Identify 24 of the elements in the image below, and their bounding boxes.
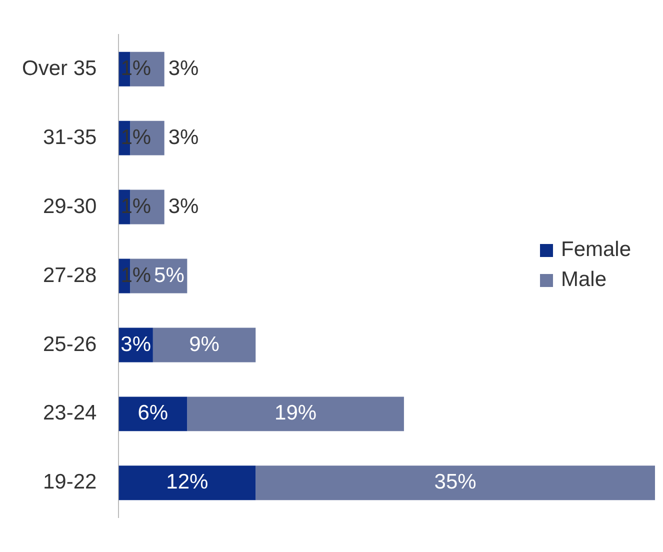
- bar: [256, 466, 655, 500]
- data-label: 3%: [168, 56, 199, 80]
- bar: [152, 328, 256, 362]
- legend-label: Male: [561, 268, 607, 292]
- legend-label: Female: [561, 238, 632, 262]
- data-label: 12%: [166, 470, 208, 494]
- data-label: 3%: [168, 194, 199, 218]
- data-label: 19%: [274, 402, 317, 425]
- data-label: 3%: [120, 332, 151, 356]
- y-tick-label: 19-22: [42, 470, 97, 494]
- y-tick-label: 23-24: [42, 402, 98, 425]
- y-tick-label: 25-26: [42, 332, 97, 356]
- y-tick-label: 27-28: [42, 264, 97, 287]
- data-label: 5%: [154, 264, 184, 287]
- y-tick-label: Over 35: [22, 56, 97, 80]
- bar: [187, 396, 404, 432]
- y-tick-label: 29-30: [42, 194, 97, 218]
- bar: [118, 466, 256, 500]
- data-label: 9%: [189, 332, 220, 356]
- bar: [118, 396, 188, 432]
- data-label: 35%: [434, 470, 476, 494]
- data-label: 6%: [138, 402, 168, 425]
- data-label: 3%: [168, 126, 199, 149]
- y-tick-label: 31-35: [42, 126, 97, 149]
